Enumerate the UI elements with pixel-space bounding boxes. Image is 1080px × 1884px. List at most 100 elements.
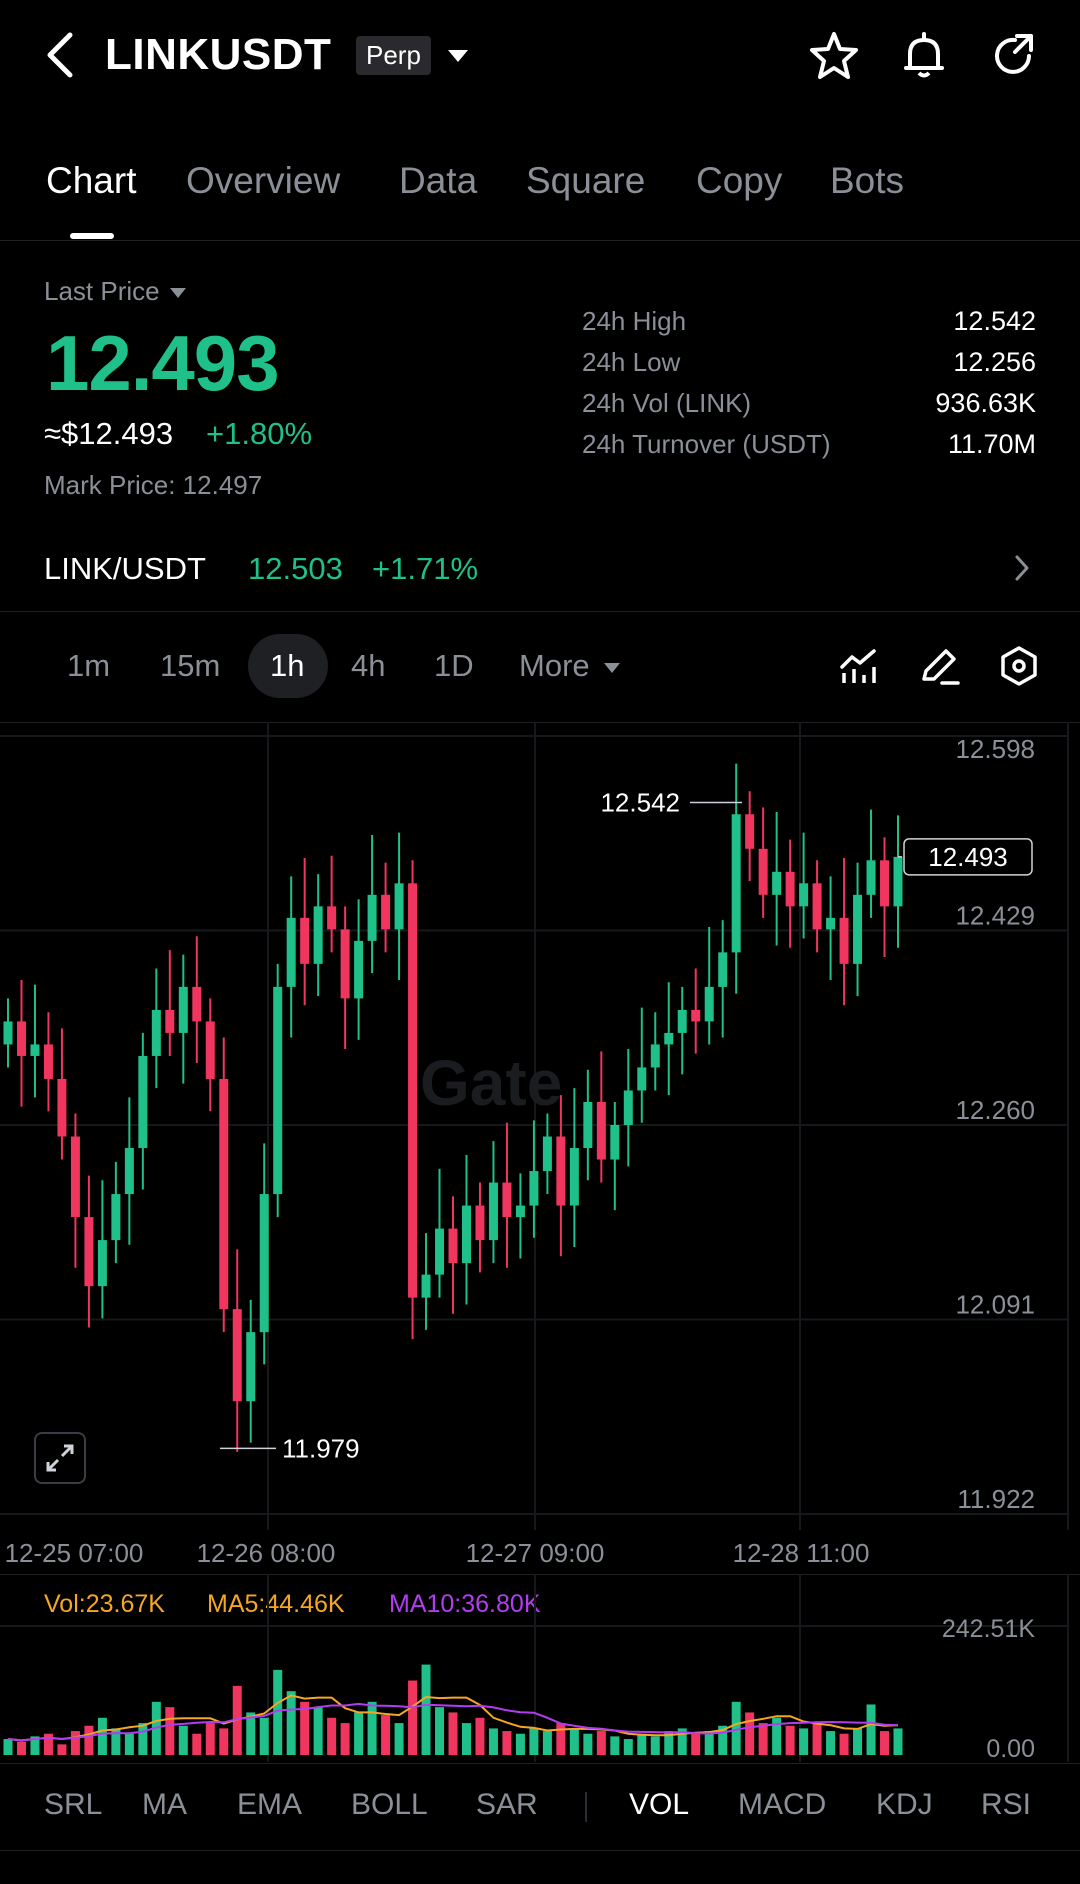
stat-value-vol: 936.63K — [935, 388, 1036, 418]
volume-bar — [165, 1707, 175, 1755]
symbol-dropdown-icon[interactable] — [448, 50, 468, 62]
candle-body — [839, 917, 849, 964]
volume-bar — [772, 1717, 782, 1755]
interval-1m[interactable]: 1m — [67, 648, 111, 683]
indicator-ma[interactable]: MA — [142, 1788, 187, 1821]
pencil-icon[interactable] — [918, 645, 960, 687]
usd-price: ≈$12.493 — [44, 416, 174, 451]
caret-down-icon — [169, 288, 186, 299]
vol-max-label: 242.51K — [942, 1615, 1035, 1643]
indicator-chart-icon[interactable] — [838, 645, 880, 687]
indicator-boll[interactable]: BOLL — [351, 1788, 428, 1821]
indicator-macd[interactable]: MACD — [738, 1788, 827, 1821]
candle-body — [381, 894, 391, 930]
candle-body — [677, 1009, 687, 1033]
volume-bar — [421, 1664, 431, 1755]
volume-bar — [43, 1733, 53, 1755]
indicator-rsi[interactable]: RSI — [981, 1788, 1032, 1821]
candle-body — [421, 1274, 431, 1298]
caret-down-icon — [603, 662, 620, 673]
volume-bar — [650, 1736, 660, 1755]
volume-bar — [664, 1731, 674, 1755]
interval-4h[interactable]: 4h — [351, 648, 386, 683]
active-tab-indicator — [70, 233, 114, 239]
bell-icon[interactable] — [898, 30, 950, 82]
candle-body — [84, 1217, 94, 1287]
low-marker-label: 11.979 — [282, 1433, 360, 1463]
chevron-right-icon[interactable] — [1013, 553, 1031, 583]
stat-value-turnover: 11.70M — [947, 429, 1036, 459]
volume-bar — [205, 1723, 215, 1755]
candle-body — [3, 1021, 13, 1045]
volume-bar — [354, 1712, 364, 1755]
spot-pair-change: +1.71% — [372, 551, 479, 586]
interval-15m[interactable]: 15m — [160, 648, 221, 683]
last-price-selector[interactable]: Last Price — [44, 276, 186, 307]
candle-body — [232, 1309, 242, 1402]
volume-bar — [758, 1723, 768, 1755]
candle-body — [758, 848, 768, 895]
main-tabs: Chart Overview Data Square Copy Bots — [0, 160, 1080, 240]
volume-bar — [16, 1741, 26, 1755]
indicator-kdj[interactable]: KDJ — [876, 1788, 933, 1821]
candle-body — [394, 883, 404, 930]
y-tick-label: 12.260 — [955, 1095, 1035, 1125]
candle-body — [219, 1078, 229, 1310]
volume-bar — [70, 1731, 80, 1755]
price-change-percent: +1.80% — [206, 416, 313, 451]
divider — [0, 240, 1080, 241]
tab-overview[interactable]: Overview — [186, 160, 341, 201]
volume-bar — [97, 1717, 107, 1755]
volume-bar — [259, 1717, 269, 1755]
candle-body — [300, 917, 310, 964]
candle-body — [461, 1205, 471, 1264]
stat-value-low: 12.256 — [953, 347, 1036, 377]
tab-bots[interactable]: Bots — [830, 160, 905, 201]
settings-hexagon-icon[interactable] — [998, 645, 1040, 687]
candle-body — [853, 894, 863, 964]
volume-bar — [704, 1731, 714, 1755]
volume-bar — [57, 1744, 67, 1755]
x-tick-label: 12-26 08:00 — [197, 1538, 336, 1568]
y-tick-label: 11.922 — [957, 1484, 1035, 1514]
indicator-sar[interactable]: SAR — [476, 1788, 538, 1821]
candlestick-chart[interactable]: Gate 12.598 12.429 12.260 12.091 11.922 12-25… — [0, 722, 1080, 1590]
expand-chart-button[interactable] — [34, 1432, 86, 1484]
interval-1h[interactable]: 1h — [270, 648, 305, 683]
volume-bars — [3, 1664, 903, 1755]
candle-body — [124, 1148, 134, 1195]
candles — [3, 763, 903, 1452]
y-axis-labels: 12.598 12.429 12.260 12.091 11.922 12-25 07:0… — [5, 734, 1035, 1568]
vol-min-label: 0.00 — [986, 1735, 1035, 1763]
volume-bar — [300, 1701, 310, 1755]
volume-chart: 242.51K 0.00 — [0, 1574, 1069, 1763]
candle-body — [731, 814, 741, 953]
tab-copy[interactable]: Copy — [696, 160, 783, 201]
symbol-title[interactable]: LINKUSDT — [105, 30, 332, 79]
tab-data[interactable]: Data — [399, 160, 478, 201]
indicator-ema[interactable]: EMA — [237, 1788, 303, 1821]
star-icon[interactable] — [808, 30, 860, 82]
expand-icon — [46, 1444, 74, 1472]
indicator-srl[interactable]: SRL — [44, 1788, 103, 1821]
candle-body — [515, 1205, 525, 1218]
tab-chart[interactable]: Chart — [46, 160, 137, 201]
stat-label-vol: 24h Vol (LINK) — [582, 388, 752, 418]
current-price-tag — [903, 838, 1033, 876]
candle-body — [286, 917, 296, 987]
back-icon[interactable] — [40, 30, 80, 80]
volume-bar — [583, 1733, 593, 1755]
volume-bar — [745, 1712, 755, 1755]
share-icon[interactable] — [987, 30, 1039, 82]
vol-ma5-line — [7, 1694, 899, 1742]
volume-bar — [812, 1723, 822, 1755]
tab-square[interactable]: Square — [526, 160, 646, 201]
candle-body — [704, 986, 714, 1022]
candle-body — [502, 1182, 512, 1218]
stat-label-low: 24h Low — [582, 347, 681, 377]
volume-bar — [327, 1717, 337, 1755]
volume-bar — [623, 1739, 633, 1755]
interval-1d[interactable]: 1D — [434, 648, 474, 683]
interval-more[interactable]: More — [519, 648, 620, 684]
indicator-vol[interactable]: VOL — [629, 1788, 690, 1821]
